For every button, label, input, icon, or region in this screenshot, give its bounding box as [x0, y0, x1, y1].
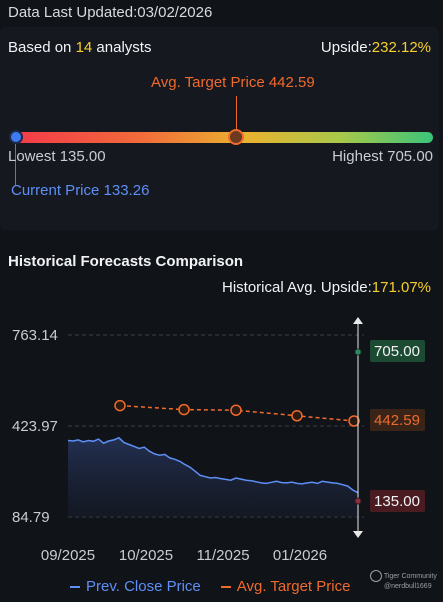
high-marker-dot: [354, 348, 362, 356]
legend-avg-target-label: Avg. Target Price: [236, 578, 351, 595]
current-price-label: Current Price 133.26: [11, 182, 150, 199]
legend-prev-close-label: Prev. Close Price: [86, 578, 201, 595]
avg-target-point: [348, 415, 360, 427]
highest-price-label: Highest 705.00: [332, 148, 433, 165]
historical-upside-label: Historical Avg. Upside:: [221, 279, 372, 296]
avg-target-price-label: Avg. Target Price 442.59: [151, 74, 315, 91]
analysts-count: 14: [75, 39, 93, 56]
upside-value: 232.12%: [371, 39, 431, 56]
avg-price-tag-text: 442.59: [374, 412, 420, 429]
y-tick-label: 84.79: [12, 509, 50, 526]
current-price-connector: [15, 144, 16, 186]
historical-upside-value: 171.07%: [371, 279, 431, 296]
avg-price-tag: 442.59: [370, 409, 425, 431]
price-range-bar: [14, 132, 433, 143]
based-prefix: Based on: [8, 39, 76, 56]
upside-label: Upside:: [320, 39, 372, 56]
avg-target-line: [119, 404, 355, 422]
historical-forecast-chart[interactable]: 763.14 423.97 84.79 705.00 442.59 135.00 0…: [0, 300, 443, 572]
avg-target-point: [230, 404, 242, 416]
prev-close-swatch-icon: [70, 585, 80, 588]
analyst-target-card: [0, 27, 439, 230]
low-marker-dot: [354, 497, 362, 505]
avg-target-point: [178, 403, 190, 416]
high-price-tag-text: 705.00: [374, 343, 420, 360]
x-tick-label: 01/2026: [273, 547, 327, 564]
avg-target-connector: [236, 96, 237, 130]
legend-avg-target[interactable]: Avg. Target Price: [220, 578, 351, 595]
crosshair-top-handle: [353, 317, 363, 324]
crosshair-bottom-handle: [353, 531, 363, 538]
avg-target-point: [114, 399, 126, 412]
tiger-logo-icon: [370, 570, 382, 582]
x-tick-label: 09/2025: [41, 547, 95, 564]
avg-target-marker: [228, 129, 244, 145]
prev-close-area: [68, 437, 358, 517]
low-price-tag-text: 135.00: [374, 493, 420, 510]
low-price-tag: 135.00: [370, 490, 425, 512]
upside: Upside:232.12%: [321, 39, 431, 56]
legend-prev-close[interactable]: Prev. Close Price: [70, 578, 201, 595]
avg-target-swatch-icon: [220, 585, 231, 588]
chart-legend: Prev. Close Price Avg. Target Price: [70, 578, 350, 595]
x-tick-label: 10/2025: [119, 547, 173, 564]
y-tick-label: 423.97: [12, 418, 58, 435]
historical-avg-upside: Historical Avg. Upside:171.07%: [222, 279, 431, 296]
lowest-price-label: Lowest 135.00: [8, 148, 106, 165]
current-price-marker: [9, 130, 23, 144]
x-tick-label: 11/2025: [196, 547, 249, 564]
watermark-user: @nerdbull1669: [384, 583, 432, 590]
avg-target-point: [291, 410, 303, 422]
historical-forecasts-title: Historical Forecasts Comparison: [8, 253, 244, 270]
high-price-tag: 705.00: [370, 340, 425, 362]
data-last-updated: Data Last Updated:03/02/2026: [8, 4, 213, 21]
analysts-summary: Based on 14 analysts: [8, 39, 151, 56]
watermark-brand: Tiger Community: [383, 572, 437, 580]
based-suffix: analysts: [92, 39, 152, 56]
y-tick-label: 763.14: [12, 327, 58, 344]
prev-close-line: [67, 436, 359, 494]
tiger-community-watermark: Tiger Community @nerdbull1669: [370, 570, 437, 591]
